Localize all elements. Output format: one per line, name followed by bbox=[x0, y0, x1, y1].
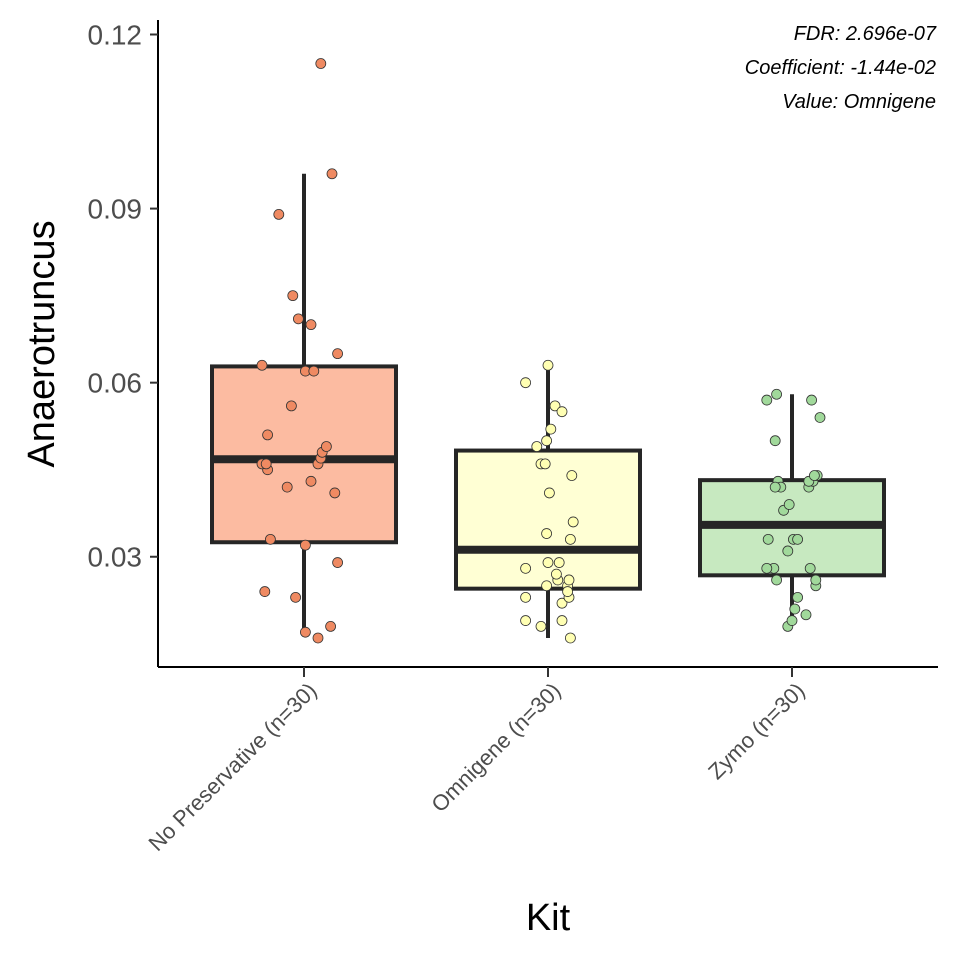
data-point bbox=[786, 615, 798, 626]
data-point bbox=[535, 620, 547, 632]
data-point bbox=[782, 545, 794, 557]
data-point bbox=[810, 574, 822, 586]
data-point bbox=[771, 388, 782, 400]
data-point bbox=[792, 591, 803, 603]
data-point bbox=[256, 359, 268, 371]
data-point bbox=[563, 574, 575, 586]
data-point bbox=[281, 481, 293, 493]
data-point bbox=[541, 580, 552, 592]
data-point bbox=[800, 609, 812, 621]
x-tick-label: No Preservative (n=30) bbox=[143, 678, 321, 856]
data-point bbox=[259, 586, 271, 597]
data-point bbox=[260, 458, 272, 470]
data-point bbox=[545, 423, 557, 435]
data-point bbox=[531, 441, 543, 452]
data-point bbox=[562, 586, 573, 597]
data-point bbox=[541, 528, 552, 539]
points-group bbox=[761, 388, 826, 632]
data-point bbox=[539, 458, 551, 470]
data-point bbox=[541, 435, 552, 447]
data-point bbox=[332, 348, 344, 360]
annotation-value: Value: Omnigene bbox=[782, 91, 936, 113]
data-point bbox=[520, 615, 531, 626]
data-point bbox=[315, 58, 327, 69]
y-tick-label: 0.09 bbox=[88, 194, 143, 225]
x-tick-label: Omnigene (n=30) bbox=[426, 678, 565, 817]
data-point bbox=[262, 429, 274, 441]
points-layer bbox=[256, 58, 826, 644]
x-tick-label: Zymo (n=30) bbox=[703, 678, 809, 784]
boxes-layer bbox=[210, 173, 886, 638]
data-point bbox=[553, 557, 565, 568]
x-axis-title: Kit bbox=[526, 897, 571, 939]
data-point bbox=[806, 394, 817, 406]
data-point bbox=[299, 539, 311, 551]
data-point bbox=[814, 412, 826, 423]
data-point bbox=[761, 562, 773, 574]
data-point bbox=[809, 470, 820, 481]
data-point bbox=[565, 632, 576, 644]
data-point bbox=[771, 574, 782, 586]
data-point bbox=[551, 568, 562, 580]
data-point bbox=[565, 533, 576, 545]
annotation-coefficient: Coefficient: -1.44e-02 bbox=[745, 57, 936, 79]
data-point bbox=[292, 313, 304, 325]
data-point bbox=[544, 487, 555, 499]
data-point bbox=[520, 591, 531, 603]
data-point bbox=[320, 441, 332, 452]
y-tick-label: 0.03 bbox=[88, 542, 143, 573]
data-point bbox=[542, 557, 554, 568]
data-point bbox=[305, 319, 317, 331]
data-point bbox=[332, 557, 344, 568]
x-ticks: No Preservative (n=30) Omnigene (n=30) Zym… bbox=[143, 667, 810, 856]
data-point bbox=[520, 562, 531, 574]
data-point bbox=[326, 168, 338, 180]
box-group bbox=[210, 173, 398, 633]
y-tick-label: 0.12 bbox=[88, 20, 143, 51]
data-point bbox=[769, 481, 781, 493]
data-point bbox=[761, 394, 773, 406]
data-point bbox=[308, 365, 320, 377]
y-ticks: 0.03 0.06 0.09 0.12 bbox=[88, 20, 158, 573]
y-tick-label: 0.06 bbox=[88, 368, 143, 399]
data-point bbox=[556, 597, 568, 609]
data-point bbox=[556, 615, 568, 626]
points-group bbox=[256, 58, 344, 644]
data-point bbox=[769, 435, 781, 447]
data-point bbox=[542, 359, 554, 371]
data-point bbox=[305, 475, 317, 487]
data-point bbox=[285, 400, 297, 412]
data-point bbox=[556, 406, 568, 418]
data-point bbox=[264, 533, 276, 545]
box-iqr bbox=[210, 364, 398, 545]
data-point bbox=[273, 208, 285, 220]
data-point bbox=[299, 626, 311, 638]
data-point bbox=[325, 620, 337, 632]
data-point bbox=[287, 290, 299, 302]
points-group bbox=[520, 359, 579, 644]
data-point bbox=[792, 533, 803, 545]
y-axis-title: Anaerotruncus bbox=[21, 220, 63, 467]
data-point bbox=[762, 533, 774, 545]
data-point bbox=[312, 632, 324, 644]
data-point bbox=[567, 516, 579, 528]
data-point bbox=[804, 562, 816, 574]
data-point bbox=[329, 487, 341, 499]
data-point bbox=[520, 377, 531, 389]
annotation-fdr: FDR: 2.696e-07 bbox=[794, 23, 937, 45]
data-point bbox=[566, 470, 578, 481]
data-point bbox=[789, 603, 801, 615]
box-group bbox=[698, 394, 886, 621]
data-point bbox=[290, 591, 302, 603]
box-group bbox=[454, 365, 642, 638]
data-point bbox=[783, 499, 795, 510]
data-point bbox=[549, 400, 561, 412]
